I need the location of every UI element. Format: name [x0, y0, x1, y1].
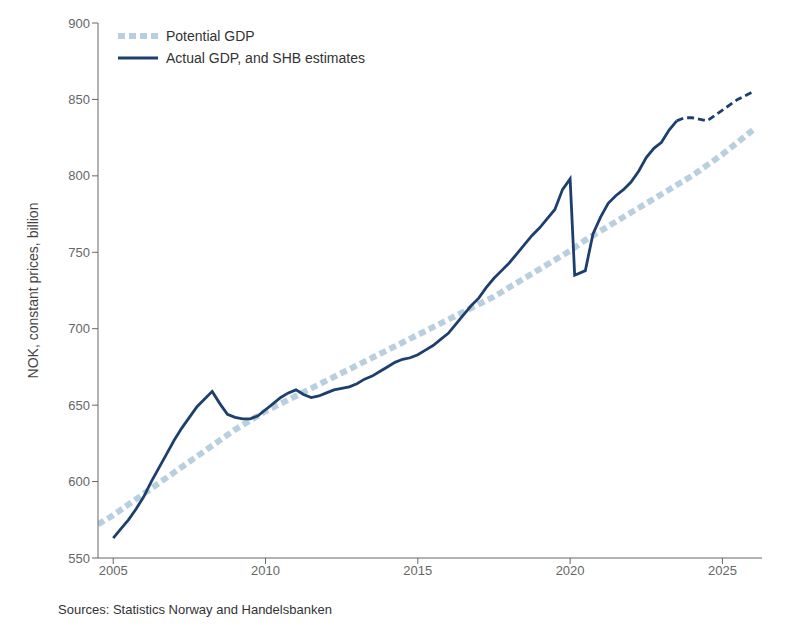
svg-text:900: 900 — [68, 16, 90, 31]
svg-text:NOK, constant prices, billion: NOK, constant prices, billion — [25, 203, 41, 379]
svg-text:600: 600 — [68, 474, 90, 489]
html-text:Potential GDP: Potential GDP — [166, 28, 255, 44]
svg-text:550: 550 — [68, 551, 90, 566]
html-text:Actual GDP, and SHB estimates: Actual GDP, and SHB estimates — [166, 50, 365, 66]
svg-text:800: 800 — [68, 168, 90, 183]
svg-text:2025: 2025 — [708, 563, 737, 578]
svg-text:2010: 2010 — [251, 563, 280, 578]
svg-text:700: 700 — [68, 321, 90, 336]
svg-text:850: 850 — [68, 92, 90, 107]
html-text:Sources: Statistics Norway and: Sources: Statistics Norway and Handelsba… — [58, 602, 332, 617]
svg-text:750: 750 — [68, 245, 90, 260]
svg-text:2005: 2005 — [99, 563, 128, 578]
svg-text:2020: 2020 — [556, 563, 585, 578]
svg-text:650: 650 — [68, 398, 90, 413]
svg-text:2015: 2015 — [403, 563, 432, 578]
